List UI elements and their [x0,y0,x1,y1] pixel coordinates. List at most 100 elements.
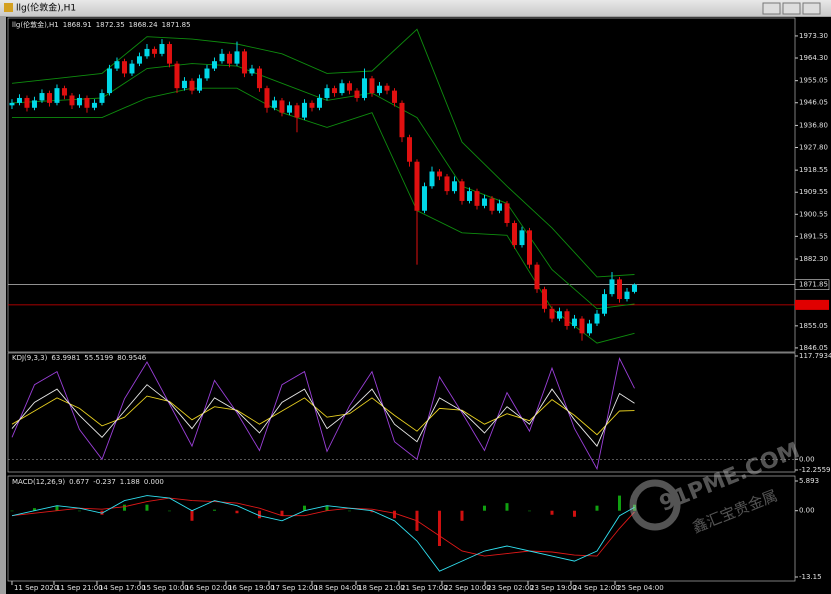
symbol: llg(伦敦金),H1 [12,20,59,29]
candle-body [579,318,585,334]
candle-body [294,105,300,118]
y-tick-label: 5.893 [799,477,819,485]
candle-body [54,88,60,103]
minimize-button[interactable] [762,2,781,15]
histogram-bar [280,510,284,516]
histogram-bar [122,504,126,511]
window-title: llg(伦敦金),H1 [16,2,76,14]
candle-body [609,279,615,295]
candle-body [204,68,210,79]
histogram-bar [55,505,59,511]
candle-body [444,176,450,192]
candle-body [316,97,322,108]
candle-body [61,88,67,96]
macd-line [11,495,635,572]
y-tick-label: 1973.30 [799,32,828,40]
candle-body [114,61,120,69]
y-tick-label: 117.7934 [799,352,831,360]
candle-body [91,102,97,108]
candle-body [406,137,412,162]
candle-body [519,230,525,246]
x-tick-label: 11 Sep 2020 [14,584,58,592]
candle-body [384,85,390,91]
candle-body [234,51,240,64]
histogram-bar [145,504,149,511]
candle-body [399,102,405,138]
candle-body [466,191,472,201]
candle-body [541,289,547,309]
candle-body [564,311,570,326]
y-tick-label: 1964.30 [799,54,828,62]
candle-body [534,264,540,290]
kdj-value: 55.5199 [84,354,113,362]
candle-body [196,78,202,91]
candle-body [451,181,457,192]
histogram-bar [235,510,239,514]
maximize-button[interactable] [782,2,801,15]
macd-header: MACD(12,26,9) 0.677 -0.237 1.188 0.000 [12,478,164,486]
x-tick-label: 16 Sep 19:00 [228,584,275,592]
candle-body [616,279,622,300]
candle-body [249,68,255,74]
histogram-bar [437,510,441,546]
histogram-bar [595,505,599,511]
x-tick-label: 15 Sep 10:00 [142,584,189,592]
candle-body [151,48,157,54]
candle-body [391,90,397,103]
candle-body [511,223,517,246]
candle-body [421,186,427,211]
candle-body [211,61,217,69]
candle-body [331,88,337,94]
panel-frame [7,17,796,353]
candle-body [436,171,442,177]
x-tick-label: 18 Sep 04:00 [314,584,361,592]
candle-body [9,102,15,106]
candle-body [309,102,315,108]
current-price-label: 1871.85 [799,281,828,289]
chart-area [6,17,831,594]
histogram-bar [527,510,531,512]
ohlc-value: 1871.85 [162,21,191,29]
y-tick-label: -12.2559 [799,466,830,474]
y-tick-label: 1900.55 [799,210,828,218]
candle-body [571,318,577,326]
candle-body [481,198,487,206]
candle-body [556,311,562,319]
candle-body [99,93,105,103]
candle-body [219,53,225,62]
candle-body [129,63,135,74]
candle-body [39,93,45,101]
candle-body [226,53,232,64]
candle-body [76,97,82,106]
ohlc-value: 1872.35 [96,21,125,29]
ohlc-value: 1868.91 [63,21,92,29]
y-tick-label: 1909.55 [799,188,828,196]
candle-body [241,51,247,74]
histogram-bar [572,510,576,517]
candle-body [69,95,75,106]
y-tick-label: 1946.05 [799,99,828,107]
candle-body [181,80,187,89]
x-tick-label: 14 Sep 17:00 [99,584,146,592]
y-tick-label: 0.00 [799,455,815,463]
kdj-value: 80.9546 [117,354,146,362]
y-tick-label: 1936.80 [799,121,828,129]
window-buttons[interactable] [762,2,821,15]
y-tick-label: 1846.05 [799,344,828,352]
close-button[interactable] [802,2,821,15]
candle-body [106,68,112,94]
candle-body [376,85,382,94]
histogram-bar [370,510,374,513]
histogram-bar [460,510,464,521]
x-tick-label: 25 Sep 04:00 [617,584,664,592]
candle-body [586,323,592,334]
candle-body [594,313,600,324]
x-tick-label: 24 Sep 12:00 [573,584,620,592]
candle-body [631,284,637,292]
candle-body [31,100,37,108]
candle-body [361,78,367,98]
macd-value: 1.188 [120,478,140,486]
candle-body [549,308,555,319]
candle-body [474,191,480,206]
